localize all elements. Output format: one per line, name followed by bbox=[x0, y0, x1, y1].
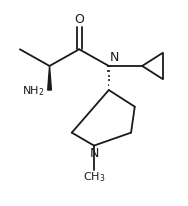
Text: CH$_3$: CH$_3$ bbox=[83, 171, 105, 184]
Text: N: N bbox=[89, 146, 99, 159]
Text: N: N bbox=[110, 51, 119, 64]
Text: O: O bbox=[74, 13, 84, 26]
Polygon shape bbox=[48, 66, 51, 90]
Text: NH$_2$: NH$_2$ bbox=[22, 84, 45, 98]
